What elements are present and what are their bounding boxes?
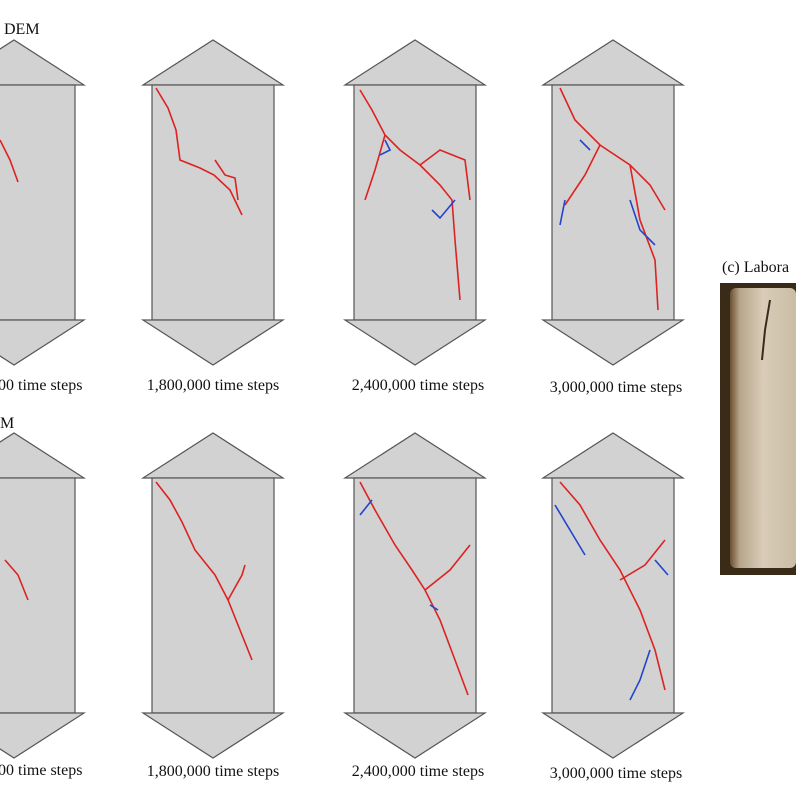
specimen-panel — [344, 432, 486, 759]
specimen-panel — [142, 432, 284, 759]
specimen-panel — [0, 39, 85, 366]
row-title: DEM — [4, 21, 40, 38]
panel-caption: 2,400,000 time steps — [352, 763, 484, 780]
row-title: M — [0, 415, 14, 432]
panel-caption: 3,000,000 time steps — [550, 765, 682, 782]
cracks — [0, 87, 666, 311]
panel-caption: 2,400,000 time steps — [352, 377, 484, 394]
specimen-panel — [142, 39, 284, 366]
specimen-panel — [0, 432, 85, 759]
photo-title: (c) Labora — [722, 259, 789, 276]
specimen-panel — [344, 39, 486, 366]
panel-caption: 1,800,000 time steps — [147, 377, 279, 394]
cracks — [4, 481, 669, 701]
specimen-panel — [542, 432, 684, 759]
panel-caption: 1,800,000 time steps — [147, 763, 279, 780]
panel-caption: 00 time steps — [0, 762, 82, 779]
panel-caption: 3,000,000 time steps — [550, 379, 682, 396]
photo-crack — [761, 299, 771, 361]
photo-specimen — [730, 288, 796, 568]
panel-caption: 00 time steps — [0, 377, 82, 394]
